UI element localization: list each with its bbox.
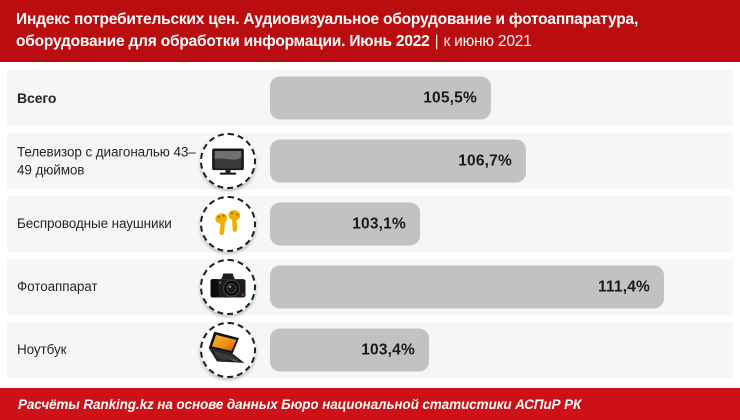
title-separator: | <box>434 32 439 50</box>
chart-row: Всего 105,5% <box>7 70 733 126</box>
tv-icon <box>200 133 256 189</box>
chart-row: Беспроводные наушники 103,1% <box>7 196 733 252</box>
camera-icon <box>200 259 256 315</box>
value-bar: 103,1% <box>270 202 420 246</box>
value-bar: 103,4% <box>270 328 429 372</box>
tv-icon <box>212 148 244 175</box>
category-label: Телевизор с диагональю 43–49 дюймов <box>17 144 196 177</box>
chart-row: Телевизор с диагональю 43–49 дюймов 106,… <box>7 133 733 189</box>
chart-rows: Всего 105,5% Телевизор с диагональю 43–4… <box>0 62 740 388</box>
earbuds-icon <box>200 196 256 252</box>
chart-title: Индекс потребительских цен. Аудиовизуаль… <box>16 9 722 52</box>
category-label: Ноутбук <box>17 342 67 358</box>
chart-header: Индекс потребительских цен. Аудиовизуаль… <box>0 0 740 62</box>
laptop-icon <box>208 331 245 363</box>
category-label: Беспроводные наушники <box>17 216 172 232</box>
title-line2-bold: оборудование для обработки информации. И… <box>16 32 430 50</box>
value-bar: 111,4% <box>270 265 664 309</box>
value-bar: 106,7% <box>270 139 526 183</box>
source-text: Расчёты Ranking.kz на основе данных Бюро… <box>18 396 582 412</box>
laptop-icon <box>200 322 256 378</box>
chart-row: Фотоаппарат 111,4% <box>7 259 733 315</box>
title-line1: Индекс потребительских цен. Аудиовизуаль… <box>16 11 639 28</box>
earbuds-icon <box>215 210 241 236</box>
value-bar: 105,5% <box>270 76 491 120</box>
source-note: Расчёты Ranking.kz на основе данных Бюро… <box>0 388 740 420</box>
category-label: Всего <box>17 89 57 106</box>
category-label: Фотоаппарат <box>17 279 98 295</box>
chart-row: Ноутбук 103,4% <box>7 322 733 378</box>
title-period: к июню 2021 <box>443 32 532 50</box>
camera-icon <box>210 273 246 298</box>
